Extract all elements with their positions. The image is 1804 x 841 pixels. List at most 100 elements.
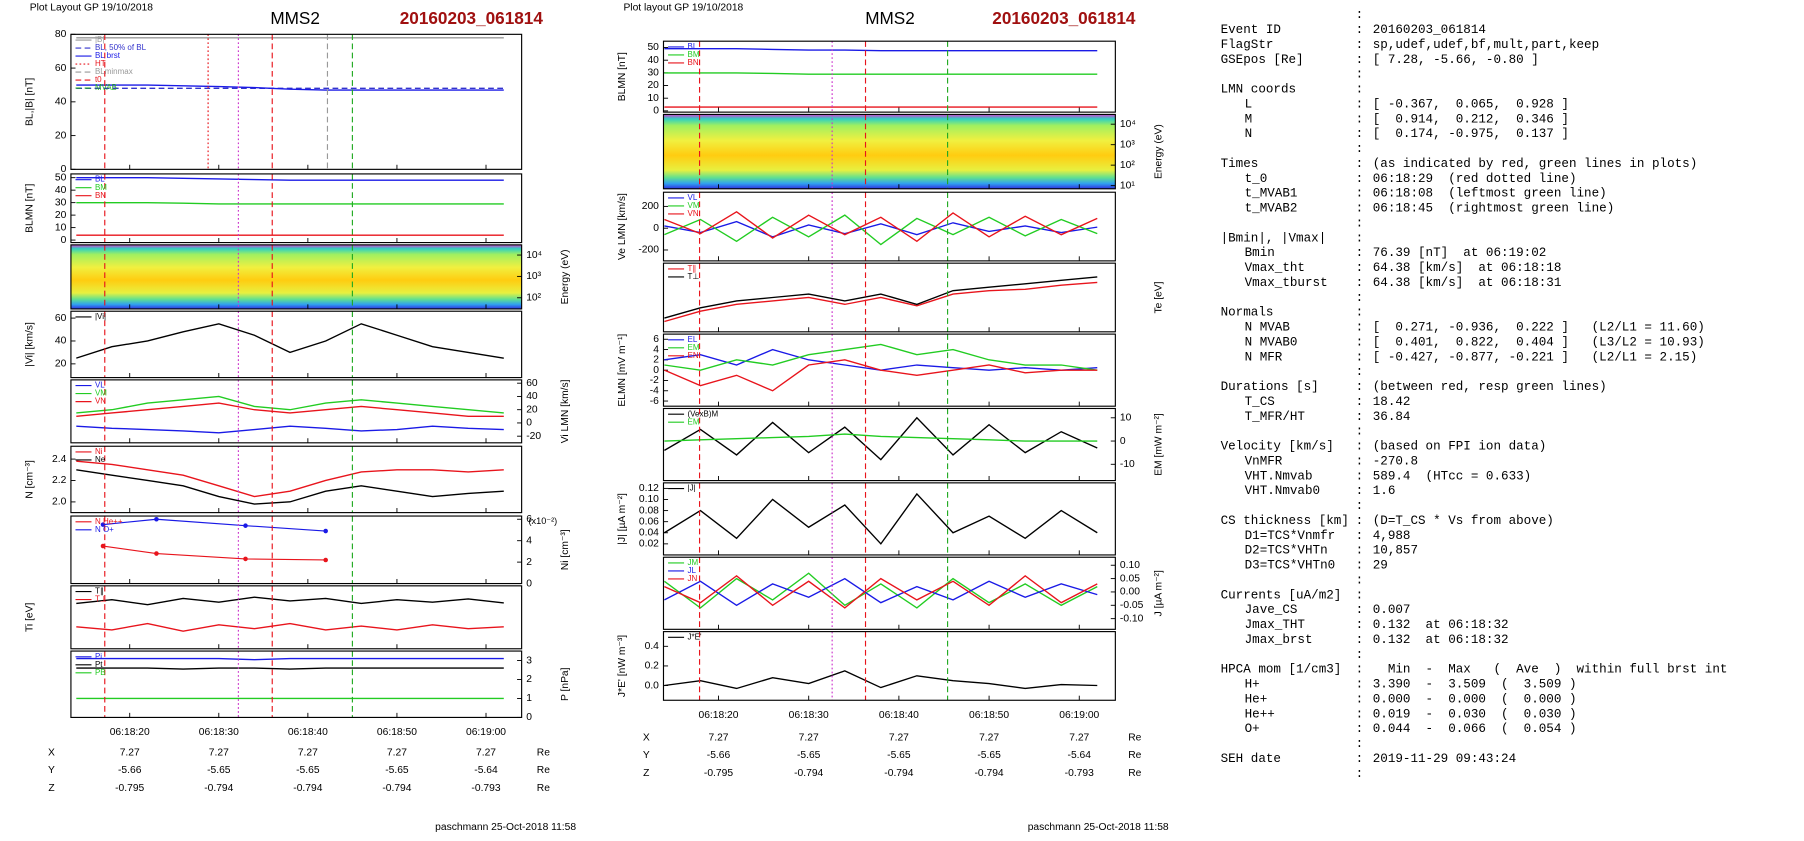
separator: : — [1356, 559, 1364, 573]
y-tick-label: 10² — [526, 292, 541, 303]
separator: : — [1356, 216, 1364, 230]
y-tick-label: -4 — [650, 385, 659, 396]
info-item-value: 0.132 at 06:18:32 — [1373, 633, 1509, 647]
legend-label: J*E' — [688, 632, 702, 641]
position-value: -5.65 — [207, 765, 231, 776]
info-value: 20160203_061814 — [1373, 23, 1486, 37]
y-tick-label: 10³ — [1120, 139, 1135, 150]
separator: : — [1356, 276, 1364, 290]
y-tick-label: -20 — [526, 431, 541, 442]
panel-frame — [70, 173, 523, 244]
info-label: Velocity [km/s] — [1221, 440, 1334, 454]
info-value: 2019-11-29 09:43:24 — [1373, 752, 1516, 766]
position-value: 7.27 — [387, 748, 407, 759]
separator: : — [1356, 246, 1364, 260]
separator: : — [1356, 737, 1364, 751]
y-tick-label: 10¹ — [1120, 180, 1135, 191]
info-item-value: 0.007 — [1373, 603, 1411, 617]
y-tick-label: 50 — [647, 42, 659, 53]
info-item-value: 06:18:08 (leftmost green line) — [1373, 187, 1607, 201]
position-unit: Re — [1128, 750, 1141, 761]
y-tick-label: 40 — [526, 391, 538, 402]
panel-frame — [662, 556, 1116, 630]
panel-frame — [70, 33, 523, 170]
info-item-value: 4,988 — [1373, 529, 1411, 543]
series-line — [664, 348, 1098, 371]
y-tick-label: 0 — [653, 365, 659, 376]
separator: : — [1356, 678, 1364, 692]
y-tick-label: 4 — [526, 535, 532, 546]
info-item-label: N MFR — [1245, 350, 1283, 364]
y-axis-label: J*E' [nW m⁻³] — [617, 635, 628, 697]
y-axis-label: J [µA m⁻²] — [1154, 570, 1165, 616]
y-tick-label: 10 — [55, 222, 67, 233]
position-value: 7.27 — [979, 733, 999, 744]
info-item-label: D1=TCS*Vnmfr — [1245, 529, 1336, 543]
y-tick-label: 0 — [1120, 436, 1126, 447]
y-tick-label: 2.0 — [52, 497, 67, 508]
position-unit: Re — [537, 765, 550, 776]
y-tick-label: 40 — [55, 97, 67, 108]
series-line — [76, 84, 504, 91]
y-axis-label: BL,|B| [nT] — [24, 78, 35, 126]
separator: : — [1356, 380, 1364, 394]
separator: : — [1356, 752, 1364, 766]
legend-label: N He++ — [95, 517, 123, 526]
y-tick-label: 0 — [526, 418, 532, 429]
separator: : — [1356, 306, 1364, 320]
y-tick-label: 0 — [526, 578, 532, 589]
info-item-label: H+ — [1245, 678, 1260, 692]
position-label: Z — [643, 768, 649, 779]
separator: : — [1356, 722, 1364, 736]
series-line — [664, 577, 1098, 607]
legend-label: MVAB — [95, 83, 117, 92]
info-item-value: 64.38 [km/s] at 06:18:31 — [1373, 276, 1562, 290]
position-value: -5.65 — [977, 750, 1001, 761]
y-tick-label: -2 — [650, 375, 659, 386]
series-line — [76, 657, 504, 661]
legend-label: JL — [688, 566, 697, 575]
position-value: -5.65 — [296, 765, 320, 776]
y-tick-label: 30 — [55, 197, 67, 208]
series-line — [76, 622, 504, 632]
y-axis-label: BLMN [nT] — [617, 52, 628, 101]
x-tick-label: 06:18:20 — [110, 727, 150, 738]
legend-label: BLminmax — [95, 67, 133, 76]
legend-label: T∥ — [95, 587, 104, 596]
y-tick-label: 0.4 — [645, 641, 660, 652]
position-value: -5.65 — [385, 765, 409, 776]
x-tick-label: 06:18:50 — [377, 727, 417, 738]
data-point — [323, 528, 328, 534]
separator: : — [1356, 514, 1364, 528]
legend-label: VM — [688, 201, 700, 210]
info-value: [ 7.28, -5.66, -0.80 ] — [1373, 53, 1539, 67]
legend-label: |Vi| — [95, 312, 106, 321]
position-value: -0.795 — [115, 783, 144, 794]
y-tick-label: 0 — [653, 106, 659, 117]
separator: : — [1356, 68, 1364, 82]
legend-label: |J| — [688, 484, 696, 493]
info-item-label: L — [1245, 97, 1253, 111]
legend-label: N O+ — [95, 525, 114, 534]
y-tick-label: 20 — [647, 80, 659, 91]
info-item-value: 10,857 — [1373, 544, 1418, 558]
panel-frame — [70, 585, 523, 650]
y-axis-label: N [cm⁻³] — [24, 460, 35, 499]
legend-label: (VexB)M — [688, 409, 719, 418]
position-unit: Re — [537, 748, 550, 759]
position-value: -0.794 — [382, 783, 411, 794]
x-tick-label: 06:18:40 — [288, 727, 328, 738]
y-tick-label: 2 — [526, 674, 532, 685]
info-item-value: [ 0.914, 0.212, 0.346 ] — [1373, 112, 1569, 126]
position-value: -5.65 — [797, 750, 821, 761]
y-tick-label: 0.05 — [1120, 573, 1140, 584]
y-tick-label: 60 — [526, 378, 538, 389]
panel-frame — [662, 191, 1116, 262]
y-axis-label: P [nPa] — [560, 667, 571, 701]
y-tick-label: -200 — [638, 245, 659, 256]
position-value: 7.27 — [708, 733, 728, 744]
data-point — [100, 522, 106, 527]
footer: paschmann 25-Oct-2018 11:58 — [1028, 822, 1169, 833]
legend-label: BL — [688, 42, 698, 51]
